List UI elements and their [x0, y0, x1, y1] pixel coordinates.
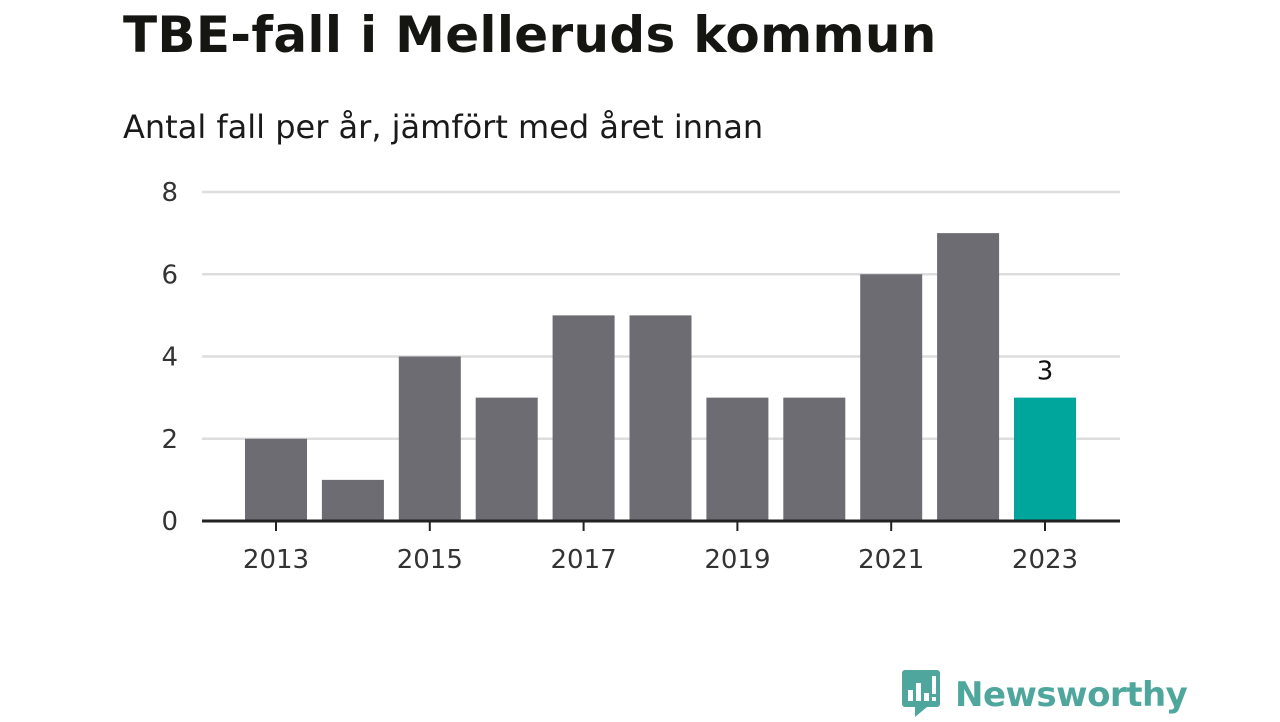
bar-2016 [475, 397, 538, 521]
bar-2023 [1014, 397, 1076, 521]
brand-name: Newsworthy [955, 675, 1188, 715]
x-tick-label-2019: 2019 [704, 545, 770, 575]
x-tick-label-2017: 2017 [551, 545, 617, 575]
bar-2020 [783, 397, 846, 521]
bar-2021 [860, 274, 923, 521]
chart-subtitle: Antal fall per år, jämfört med året inna… [123, 108, 764, 146]
y-tick-label-4: 4 [161, 343, 178, 373]
bars [245, 233, 1076, 521]
chart-title: TBE-fall i Melleruds kommun [123, 6, 937, 64]
x-tick-label-2021: 2021 [858, 545, 924, 575]
data-label-2023: 3 [1037, 357, 1054, 387]
y-tick-label-8: 8 [161, 178, 178, 208]
y-tick-label-6: 6 [161, 260, 178, 290]
bar-2013 [245, 438, 307, 521]
y-tick-label-0: 0 [161, 507, 178, 537]
x-tick-label-2023: 2023 [1012, 545, 1078, 575]
labels: 0 2 4 6 8 2013 2015 2017 2019 2021 2023 3 [161, 178, 1078, 575]
bar-2018 [629, 315, 692, 521]
bar-2014 [321, 479, 384, 521]
newsworthy-logo-icon [901, 668, 941, 722]
bar-2019 [706, 397, 769, 521]
bar-2017 [552, 315, 615, 521]
x-tick-label-2013: 2013 [243, 545, 309, 575]
y-tick-label-2: 2 [161, 425, 178, 455]
brand-logo: Newsworthy [901, 668, 1188, 722]
x-tick-label-2015: 2015 [397, 545, 463, 575]
bar-2015 [398, 356, 461, 521]
x-axis [202, 519, 1120, 531]
bar-2022 [937, 233, 1000, 521]
